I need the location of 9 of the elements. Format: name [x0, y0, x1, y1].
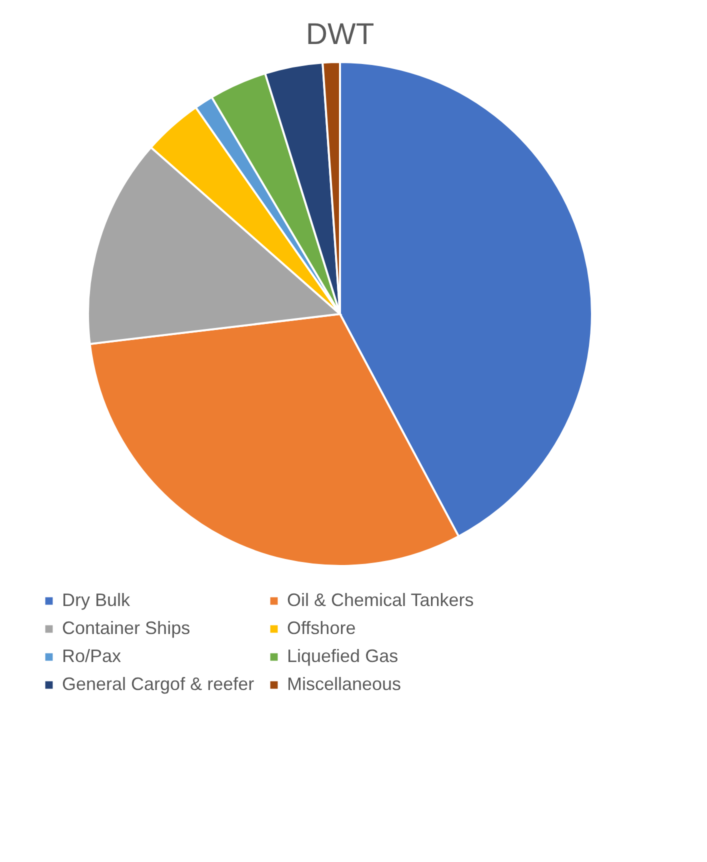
legend-label: Dry Bulk — [62, 590, 132, 610]
legend-label: Liquefied Gas — [287, 646, 398, 666]
legend-label: Container Ships — [62, 618, 190, 638]
legend-label: Miscellaneous — [287, 674, 402, 694]
legend-label: General Cargof & reefer — [62, 674, 254, 694]
legend-label: Offshore — [287, 618, 356, 638]
legend-label: Oil & Chemical Tankers — [287, 590, 474, 610]
chart-title: DWT — [306, 18, 374, 51]
legend-label: Ro/Pax — [62, 646, 122, 666]
